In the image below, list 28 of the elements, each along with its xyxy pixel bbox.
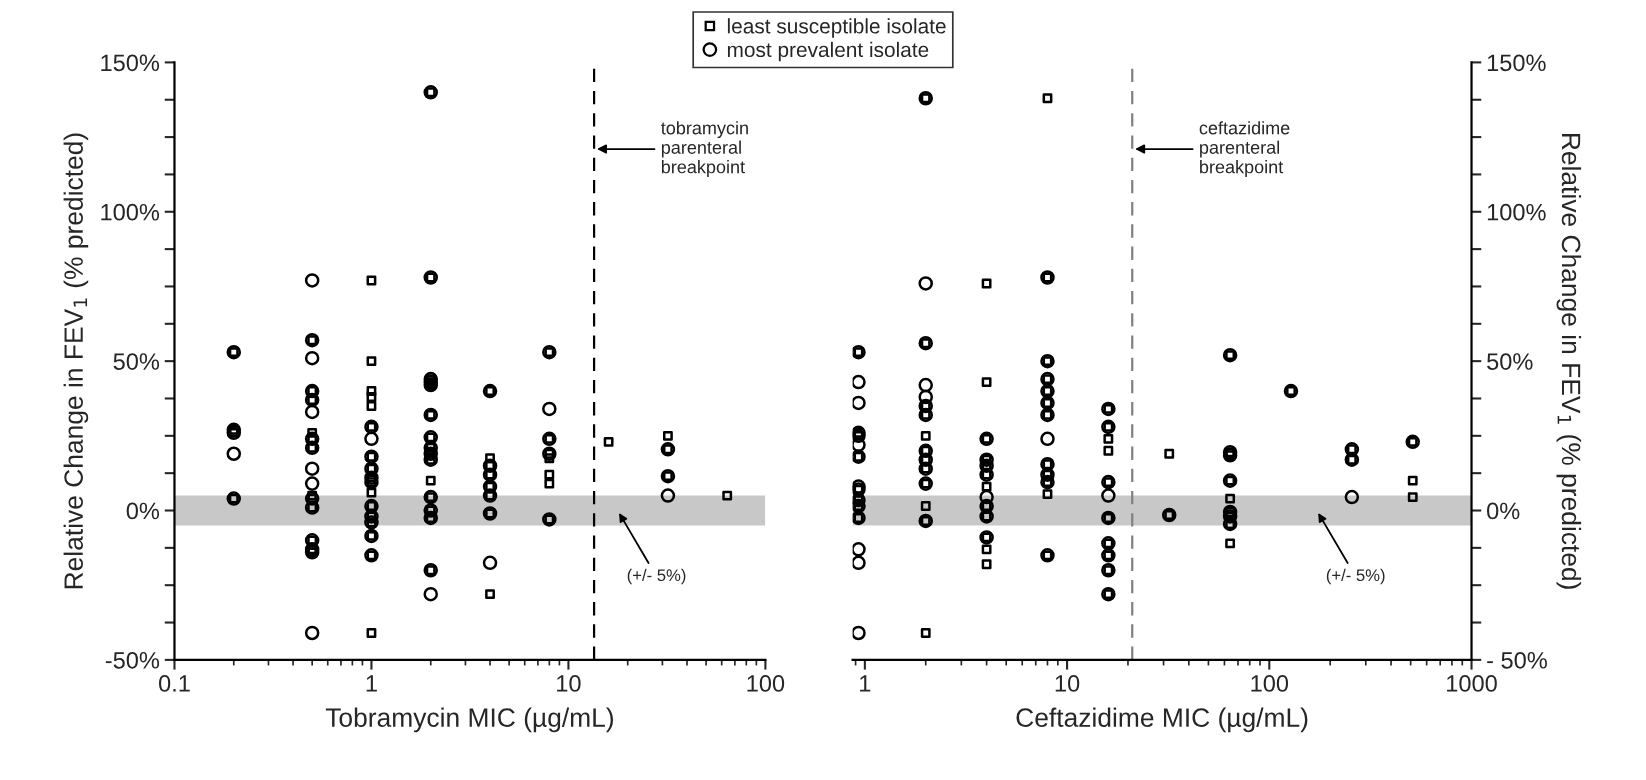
x-tick-label: 0.1	[158, 675, 190, 692]
y2-tick-label: 100%	[1487, 203, 1546, 221]
y-axis-title: Relative Change in FEV$_{1}$ (% predicted)	[63, 133, 89, 589]
legend-label: least susceptible isolate	[727, 18, 946, 38]
y2-tick-label: 0%	[1487, 502, 1520, 520]
x-tick-label: 100	[1251, 675, 1289, 692]
band-label: (+/- 5%)	[627, 568, 686, 585]
x-tick-label: 1000	[1447, 675, 1497, 692]
x-tick-label: 10	[1055, 675, 1080, 692]
y2-tick-label: 50%	[1487, 353, 1533, 370]
y2-axis-title: Relative Change in FEV$_{1}$ (% predicted)	[1556, 133, 1582, 589]
y2-tick-label: - 50%	[1487, 651, 1547, 669]
y-tick-label: 100%	[101, 203, 160, 221]
x-tick-label: 10	[557, 675, 581, 692]
x-tick-label: 1	[366, 675, 377, 692]
y-tick-label: 150%	[101, 54, 160, 72]
band-label: (+/- 5%)	[1326, 568, 1385, 585]
y-tick-label: -50%	[105, 651, 160, 669]
legend-label: most prevalent isolate	[727, 41, 929, 62]
x-tick-label: 1	[860, 675, 871, 692]
y-tick-label: 0%	[126, 502, 160, 520]
ref-line-label: ceftazidime parenteral breakpoint	[1199, 121, 1290, 177]
y-tick-label: 50%	[113, 353, 160, 370]
y2-tick-label: 150%	[1487, 54, 1546, 72]
x-axis-title: Tobramycin MIC (µg/mL)	[325, 707, 613, 733]
ref-line-label: tobramycin parenteral breakpoint	[661, 121, 748, 177]
x-axis-title: Ceftazidime MIC (µg/mL)	[1016, 707, 1308, 733]
x-tick-label: 100	[747, 675, 785, 692]
